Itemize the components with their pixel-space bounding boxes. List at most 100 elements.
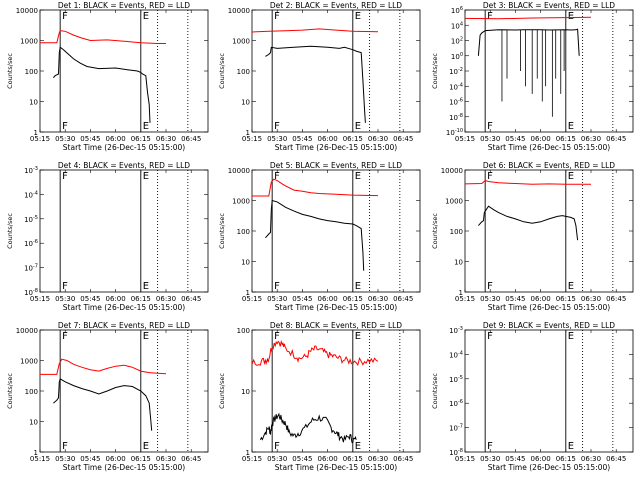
lld-series-line (464, 16, 592, 20)
x-tick-label: 06:30 (368, 295, 388, 303)
plot-frame (251, 9, 421, 133)
marker-label-top: F (487, 331, 493, 342)
x-tick-label: 06:15 (343, 135, 363, 143)
y-tick-label: 10-4 (449, 82, 463, 91)
x-tick-label: 05:45 (505, 295, 525, 303)
x-tick-label: 06:15 (131, 455, 151, 463)
y-tick-label: 1000 (20, 358, 38, 366)
marker-label-bottom: F (274, 121, 280, 132)
y-axis-title: Counts/sec (218, 213, 226, 249)
y-tick-label: 1000 (232, 38, 250, 46)
x-tick-label: 06:00 (318, 455, 338, 463)
y-tick-label: 100 (237, 327, 250, 335)
x-tick-label: 06:30 (368, 455, 388, 463)
y-tick-label: 10-3 (24, 166, 38, 175)
x-tick-label: 06:45 (606, 455, 626, 463)
y-tick-label: 10 (241, 99, 250, 107)
x-tick-label: 06:30 (581, 135, 601, 143)
plot-frame (464, 329, 634, 453)
y-tick-label: 1000 (445, 198, 463, 206)
plot-frame (39, 169, 209, 293)
y-tick-label: 10000 (228, 7, 250, 15)
lld-series-line (40, 30, 166, 44)
lld-series-line (464, 180, 591, 185)
y-axis-title: Counts/sec (431, 373, 439, 409)
y-tick-label: 10-6 (24, 239, 38, 248)
marker-label-top: E (568, 11, 574, 22)
detector-panel-1: Det 1: BLACK = Events, RED = LLD 05:15 05:… (6, 1, 209, 152)
plot-frame (39, 9, 209, 133)
y-tick-label: 102 (451, 37, 463, 46)
y-tick-label: 10-8 (449, 113, 463, 122)
x-tick-label: 06:00 (531, 295, 551, 303)
marker-label-top: F (274, 11, 280, 22)
marker-label-top: E (568, 171, 574, 182)
plot-frame (39, 329, 209, 453)
events-series-line (259, 412, 357, 444)
detector-panel-7: Det 7: BLACK = Events, RED = LLD 05:15 05:… (6, 321, 209, 472)
x-tick-label: 05:45 (80, 455, 100, 463)
y-tick-label: 1000 (20, 38, 38, 46)
x-tick-label: 05:30 (480, 135, 500, 143)
x-tick-label: 06:00 (531, 455, 551, 463)
y-tick-label: 1 (34, 129, 38, 137)
marker-label-bottom: F (274, 441, 280, 452)
lld-series-line (251, 28, 379, 33)
x-tick-label: 06:00 (531, 135, 551, 143)
marker-label-bottom: E (568, 441, 574, 452)
x-tick-label: 06:00 (106, 455, 126, 463)
x-tick-label: 05:30 (480, 295, 500, 303)
marker-label-bottom: E (568, 281, 574, 292)
x-tick-label: 06:30 (581, 455, 601, 463)
marker-label-bottom: F (487, 121, 493, 132)
x-tick-label: 05:15 (242, 455, 262, 463)
lld-series-line (40, 358, 167, 375)
x-tick-label: 05:30 (267, 295, 287, 303)
y-axis-title: Counts/sec (218, 373, 226, 409)
x-tick-label: 06:30 (156, 135, 176, 143)
x-tick-label: 05:30 (55, 455, 75, 463)
y-tick-label: 10 (241, 388, 250, 396)
marker-label-bottom: F (62, 441, 68, 452)
x-axis-title: Start Time (26-Dec-15 05:15:00) (275, 303, 397, 312)
x-axis-title: Start Time (26-Dec-15 05:15:00) (488, 463, 610, 472)
panel-title: Det 5: BLACK = Events, RED = LLD (270, 161, 402, 170)
x-tick-label: 06:15 (556, 295, 576, 303)
x-tick-label: 06:45 (606, 295, 626, 303)
x-tick-label: 06:15 (343, 295, 363, 303)
x-tick-label: 06:30 (368, 135, 388, 143)
x-tick-label: 06:45 (181, 455, 201, 463)
plot-frame (464, 9, 634, 133)
y-tick-label: 106 (451, 6, 463, 15)
y-tick-label: 1000 (232, 198, 250, 206)
marker-label-top: E (355, 171, 361, 182)
x-tick-label: 05:30 (480, 455, 500, 463)
x-axis-title: Start Time (26-Dec-15 05:15:00) (63, 303, 185, 312)
detector-panel-6: Det 6: BLACK = Events, RED = LLD 05:15 05:… (431, 161, 634, 312)
y-tick-label: 10-8 (24, 288, 38, 297)
panel-title: Det 8: BLACK = Events, RED = LLD (270, 321, 402, 330)
marker-label-bottom: F (62, 121, 68, 132)
y-axis-title: Counts/sec (431, 53, 439, 89)
marker-label-top: F (487, 11, 493, 22)
y-tick-label: 100 (25, 68, 38, 76)
marker-label-top: F (487, 171, 493, 182)
x-tick-label: 06:45 (181, 135, 201, 143)
marker-label-top: F (274, 331, 280, 342)
y-tick-label: 10-4 (24, 190, 38, 199)
y-tick-label: 1 (459, 289, 463, 297)
panel-title: Det 3: BLACK = Events, RED = LLD (483, 1, 615, 10)
y-tick-label: 10-7 (449, 424, 463, 433)
y-tick-label: 10-3 (449, 326, 463, 335)
x-tick-label: 05:15 (455, 455, 475, 463)
x-tick-label: 06:15 (343, 455, 363, 463)
panel-title: Det 1: BLACK = Events, RED = LLD (58, 1, 190, 10)
y-tick-label: 10000 (16, 7, 38, 15)
marker-label-top: F (62, 171, 68, 182)
x-tick-label: 06:00 (318, 295, 338, 303)
y-tick-label: 100 (450, 228, 463, 236)
detector-panel-8: Det 8: BLACK = Events, RED = LLD 05:15 05:… (218, 321, 421, 472)
y-tick-label: 100 (25, 388, 38, 396)
x-tick-label: 06:45 (393, 295, 413, 303)
y-tick-label: 100 (451, 52, 463, 61)
